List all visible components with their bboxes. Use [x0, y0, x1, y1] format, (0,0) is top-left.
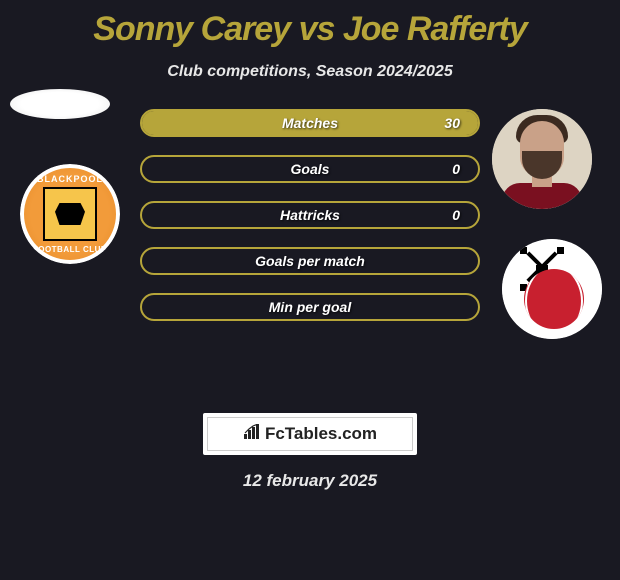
- rotherham-badge-icon: [502, 239, 602, 339]
- page-title: Sonny Carey vs Joe Rafferty: [0, 0, 620, 49]
- footer-logo[interactable]: FcTables.com: [203, 413, 417, 455]
- stats-area: BLACKPOOL FOOTBALL CLUB: [0, 109, 620, 399]
- stat-label: Goals per match: [255, 253, 365, 269]
- date-text: 12 february 2025: [0, 471, 620, 491]
- stat-bars: Matches 30 Goals 0 Hattricks 0 Goals per…: [140, 109, 480, 339]
- badge-text-top: BLACKPOOL: [37, 174, 103, 184]
- stat-value: 0: [452, 161, 460, 177]
- stat-bar: Goals per match: [140, 247, 480, 275]
- stat-bar: Hattricks 0: [140, 201, 480, 229]
- stat-value: 0: [452, 207, 460, 223]
- stat-label: Goals: [291, 161, 330, 177]
- left-player-photo: [10, 89, 110, 119]
- stat-bar: Matches 30: [140, 109, 480, 137]
- footer-brand-text: FcTables.com: [265, 424, 377, 444]
- stat-label: Hattricks: [280, 207, 340, 223]
- stat-label: Matches: [282, 115, 338, 131]
- badge-text-bottom: FOOTBALL CLUB: [33, 245, 107, 254]
- stat-value: 30: [444, 115, 460, 131]
- left-club-badge: BLACKPOOL FOOTBALL CLUB: [20, 164, 120, 264]
- stat-label: Min per goal: [269, 299, 351, 315]
- subtitle: Club competitions, Season 2024/2025: [0, 63, 620, 81]
- right-player-photo: [492, 109, 592, 209]
- player-headshot-icon: [492, 109, 592, 209]
- right-club-badge: [502, 239, 602, 339]
- blackpool-badge-icon: BLACKPOOL FOOTBALL CLUB: [20, 164, 120, 264]
- stat-bar: Min per goal: [140, 293, 480, 321]
- stat-bar: Goals 0: [140, 155, 480, 183]
